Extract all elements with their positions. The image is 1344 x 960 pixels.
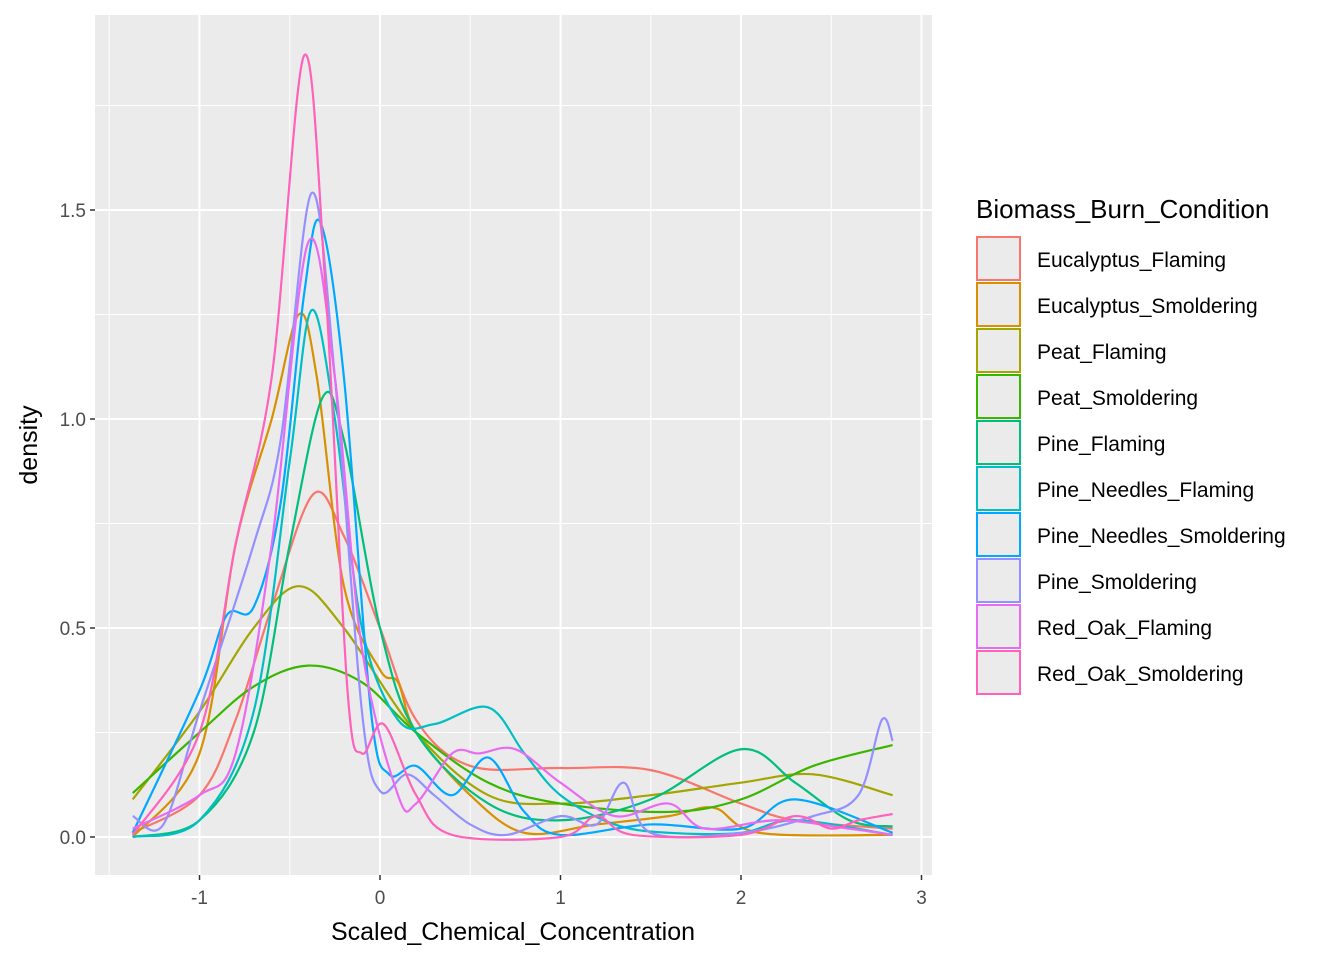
legend-key — [976, 282, 1021, 327]
legend-key — [976, 420, 1021, 465]
plot-panel — [95, 15, 932, 875]
legend-label: Red_Oak_Smoldering — [1037, 663, 1244, 686]
density-curve-red-oak-smoldering — [131, 53, 893, 841]
legend-label: Red_Oak_Flaming — [1037, 617, 1212, 640]
density-curve-pine-flaming — [132, 390, 893, 839]
density-curve-peat-flaming — [131, 585, 893, 806]
legend-label: Eucalyptus_Flaming — [1037, 249, 1226, 272]
legend-key — [976, 650, 1021, 695]
y-tick-label: 0.5 — [60, 619, 86, 640]
legend-key — [976, 512, 1021, 557]
x-tick-label: 3 — [916, 888, 927, 909]
x-tick-label: -1 — [191, 888, 208, 909]
legend-label: Pine_Smoldering — [1037, 571, 1197, 594]
density-curve-peat-smoldering — [131, 664, 893, 814]
legend-key — [976, 374, 1021, 419]
legend-key — [976, 466, 1021, 511]
legend-label: Peat_Flaming — [1037, 341, 1167, 364]
legend-label: Pine_Flaming — [1037, 433, 1165, 456]
y-tick-label: 1.0 — [60, 410, 86, 431]
legend-label: Pine_Needles_Flaming — [1037, 479, 1254, 502]
legend-key — [976, 558, 1021, 603]
x-tick-label: 1 — [555, 888, 566, 909]
y-tick-label: 1.5 — [60, 201, 86, 222]
x-axis-label: Scaled_Chemical_Concentration — [331, 918, 695, 946]
legend-label: Pine_Needles_Smoldering — [1037, 525, 1286, 548]
density-curve-pine-needles-flaming — [132, 308, 893, 839]
legend-key — [976, 236, 1021, 281]
density-curve-pine-smoldering — [132, 191, 894, 839]
density-curve-eucalyptus-flaming — [132, 490, 893, 834]
legend-label: Eucalyptus_Smoldering — [1037, 295, 1258, 318]
x-tick-label: 0 — [375, 888, 386, 909]
density-curve-red-oak-flaming — [132, 237, 893, 836]
y-tick-label: 0.0 — [60, 828, 86, 849]
y-axis-label: density — [15, 405, 43, 485]
legend-key — [976, 328, 1021, 373]
legend-label: Peat_Smoldering — [1037, 387, 1198, 410]
legend-key — [976, 604, 1021, 649]
x-tick-label: 2 — [736, 888, 747, 909]
legend-title: Biomass_Burn_Condition — [976, 194, 1269, 224]
